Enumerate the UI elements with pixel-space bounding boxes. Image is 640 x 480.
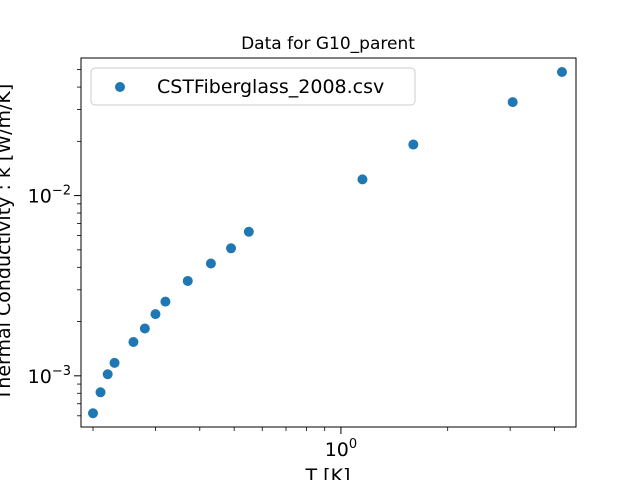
data-points <box>88 67 567 419</box>
data-point <box>102 369 113 380</box>
legend: CSTFiberglass_2008.csv <box>90 67 416 106</box>
data-point <box>150 309 161 320</box>
data-point <box>205 258 216 269</box>
legend-marker <box>115 82 125 92</box>
data-point <box>128 337 139 348</box>
x-axis-label: T [K] <box>305 465 351 480</box>
chart-title: Data for G10_parent <box>241 34 415 54</box>
plot-frame <box>80 57 577 428</box>
legend-box <box>90 67 416 106</box>
data-point <box>160 296 171 307</box>
data-point <box>139 323 150 334</box>
data-point <box>556 67 567 78</box>
data-point <box>182 275 193 286</box>
y-tick-label: 10−2 <box>28 184 71 208</box>
legend-label: CSTFiberglass_2008.csv <box>157 76 384 98</box>
data-point <box>109 357 120 368</box>
y-tick-label: 10−3 <box>28 364 71 388</box>
data-point <box>95 387 106 398</box>
data-point <box>226 243 237 254</box>
data-point <box>243 226 254 237</box>
data-point <box>408 139 419 150</box>
data-point <box>88 408 99 419</box>
data-point <box>357 174 368 185</box>
axis-ticks: 100 10−3 10−2 <box>28 69 555 461</box>
y-axis-label: Thermal Conductivity : k [W/m/K] <box>0 84 15 402</box>
x-tick-label: 100 <box>325 437 357 461</box>
data-point <box>507 97 518 108</box>
